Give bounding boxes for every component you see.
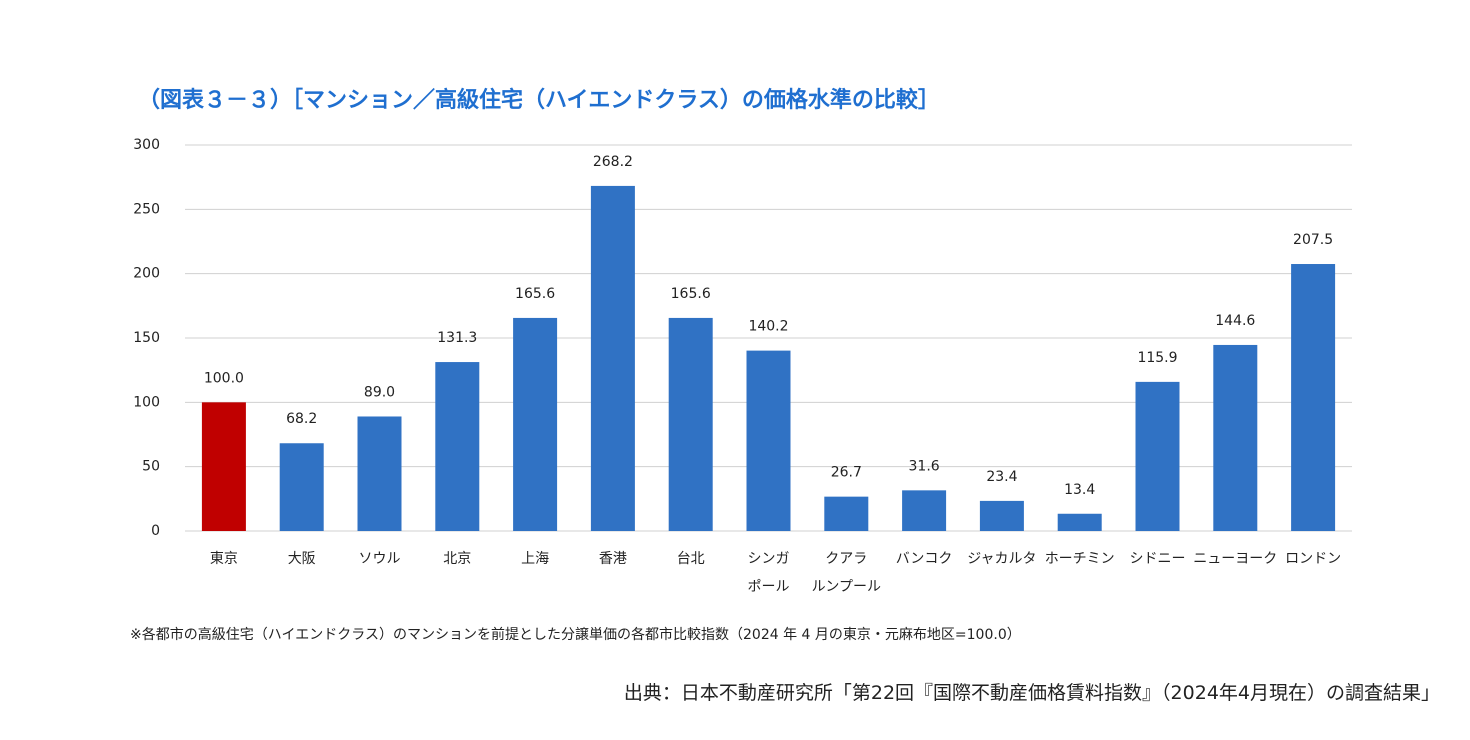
source: 出典：日本不動産研究所「第22回『国際不動産価格賃料指数』（2024年4月現在）… xyxy=(623,682,1440,704)
x-tick-label: シドニー xyxy=(1129,551,1186,567)
data-label: 68.2 xyxy=(286,411,317,427)
data-label: 23.4 xyxy=(986,469,1017,485)
x-tick-label: シンガ ポール xyxy=(747,551,790,595)
data-label: 100.0 xyxy=(204,370,244,386)
y-tick-label: 100 xyxy=(133,394,160,410)
bar xyxy=(435,362,480,531)
footnote: ※各都市の高級住宅（ハイエンドクラス）のマンションを前提とした分譲単価の各都市比… xyxy=(130,627,1021,643)
x-tick-label: バンコク xyxy=(895,551,953,567)
x-tick-label: ソウル xyxy=(358,551,401,567)
data-label: 131.3 xyxy=(437,330,477,346)
x-tick-label: ジャカルタ xyxy=(967,551,1037,567)
data-label: 165.6 xyxy=(515,286,555,302)
x-tick-label: クアラ ルンプール xyxy=(811,551,881,595)
data-label: 140.2 xyxy=(748,319,788,335)
data-label: 165.6 xyxy=(671,286,711,302)
y-tick-label: 50 xyxy=(142,459,160,475)
bar xyxy=(746,350,791,531)
y-tick-label: 200 xyxy=(133,266,160,282)
data-label: 89.0 xyxy=(364,384,395,400)
x-tick-label: 東京 xyxy=(209,551,238,567)
y-tick-label: 0 xyxy=(151,523,160,539)
bar xyxy=(1291,264,1336,531)
x-tick-label: ニューヨーク xyxy=(1193,551,1278,567)
bar xyxy=(279,443,324,531)
x-tick-label: 大阪 xyxy=(287,551,316,567)
bar xyxy=(902,490,947,531)
y-tick-label: 250 xyxy=(133,201,160,217)
data-label: 13.4 xyxy=(1064,482,1095,498)
chart-title: （図表３－３）［マンション／高級住宅（ハイエンドクラス）の価格水準の比較］ xyxy=(138,88,940,113)
data-label: 207.5 xyxy=(1293,232,1333,248)
bar xyxy=(1213,344,1258,531)
x-tick-label: ロンドン xyxy=(1285,551,1342,567)
data-label: 31.6 xyxy=(909,458,940,474)
bar xyxy=(201,402,246,531)
bar xyxy=(1135,381,1180,531)
x-tick-label: 北京 xyxy=(443,551,472,567)
bar xyxy=(590,185,635,531)
x-tick-label: 台北 xyxy=(676,551,705,567)
x-tick-label: 香港 xyxy=(598,551,627,567)
bar xyxy=(979,500,1024,531)
x-tick-label: ホーチミン xyxy=(1044,551,1115,567)
data-label: 144.6 xyxy=(1215,313,1255,329)
bar xyxy=(824,496,869,531)
x-tick-label: 上海 xyxy=(521,551,550,567)
bar xyxy=(668,317,713,531)
bar xyxy=(1057,513,1102,531)
data-label: 268.2 xyxy=(593,154,633,170)
bar xyxy=(357,416,402,531)
y-tick-label: 300 xyxy=(133,137,160,153)
bar xyxy=(513,317,558,531)
data-label: 26.7 xyxy=(831,465,862,481)
y-tick-label: 150 xyxy=(133,330,160,346)
data-label: 115.9 xyxy=(1137,350,1177,366)
